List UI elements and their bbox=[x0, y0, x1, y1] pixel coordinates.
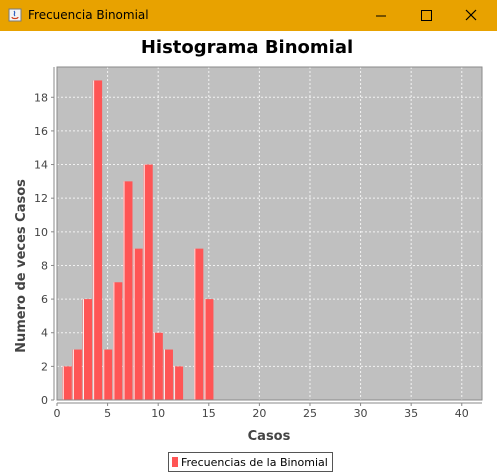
x-tick-label: 40 bbox=[455, 407, 469, 420]
x-tick-label: 0 bbox=[54, 407, 61, 420]
histogram-bar bbox=[143, 164, 153, 400]
histogram-bar bbox=[102, 349, 113, 400]
chart-legend: Frecuencias de la Binomial bbox=[168, 452, 333, 472]
y-tick-label: 8 bbox=[41, 259, 48, 272]
legend-label: Frecuencias de la Binomial bbox=[181, 455, 328, 469]
y-tick-label: 4 bbox=[41, 327, 48, 340]
maximize-icon bbox=[421, 10, 432, 21]
histogram-bar bbox=[133, 248, 143, 400]
y-tick-label: 18 bbox=[34, 91, 48, 104]
x-tick-label: 35 bbox=[404, 407, 418, 420]
y-tick-label: 12 bbox=[34, 192, 48, 205]
minimize-button[interactable] bbox=[358, 0, 404, 31]
minimize-icon bbox=[376, 15, 386, 17]
y-tick-label: 10 bbox=[34, 226, 48, 239]
histogram-bar bbox=[82, 299, 93, 400]
histogram-bar bbox=[62, 366, 72, 400]
axes: 0 5 10 15 20 25 30 35 40 0 2 4 6 8 10 12 14 16 18 bbox=[34, 67, 482, 420]
close-button[interactable] bbox=[448, 0, 494, 31]
legend-swatch bbox=[172, 457, 178, 467]
x-axis-label: Casos bbox=[248, 429, 291, 444]
window-titlebar[interactable]: Frecuencia Binomial bbox=[0, 0, 497, 31]
maximize-button[interactable] bbox=[403, 0, 449, 31]
bar-series bbox=[62, 80, 214, 401]
y-tick-label: 2 bbox=[41, 360, 48, 373]
y-tick-label: 14 bbox=[34, 159, 48, 172]
histogram-bar bbox=[204, 299, 214, 400]
x-tick-label: 25 bbox=[303, 407, 317, 420]
histogram-bar bbox=[92, 80, 103, 401]
close-icon bbox=[465, 9, 477, 21]
histogram-bar bbox=[173, 366, 184, 400]
x-tick-label: 5 bbox=[104, 407, 111, 420]
y-tick-label: 6 bbox=[41, 293, 48, 306]
chart-title: Histograma Binomial bbox=[141, 37, 353, 58]
x-tick-label: 30 bbox=[354, 407, 368, 420]
x-tick-label: 20 bbox=[252, 407, 266, 420]
y-tick-label: 0 bbox=[41, 394, 48, 407]
histogram-bar bbox=[153, 332, 163, 400]
x-tick-label: 10 bbox=[151, 407, 165, 420]
plot-border bbox=[56, 66, 483, 401]
window-title: Frecuencia Binomial bbox=[28, 8, 149, 22]
histogram-chart: Histograma Binomial 0 5 10 15 20 25 30 35 40 0 2 4 6… bbox=[14, 37, 483, 444]
y-tick-label: 16 bbox=[34, 125, 48, 138]
histogram-bar bbox=[194, 248, 204, 400]
java-app-icon bbox=[8, 8, 22, 22]
y-axis-label: Numero de veces Casos bbox=[14, 179, 29, 353]
histogram-bar bbox=[113, 282, 123, 400]
x-tick-label: 15 bbox=[202, 407, 216, 420]
histogram-bar bbox=[163, 349, 173, 400]
histogram-bar bbox=[123, 181, 133, 400]
histogram-bar bbox=[72, 349, 82, 400]
